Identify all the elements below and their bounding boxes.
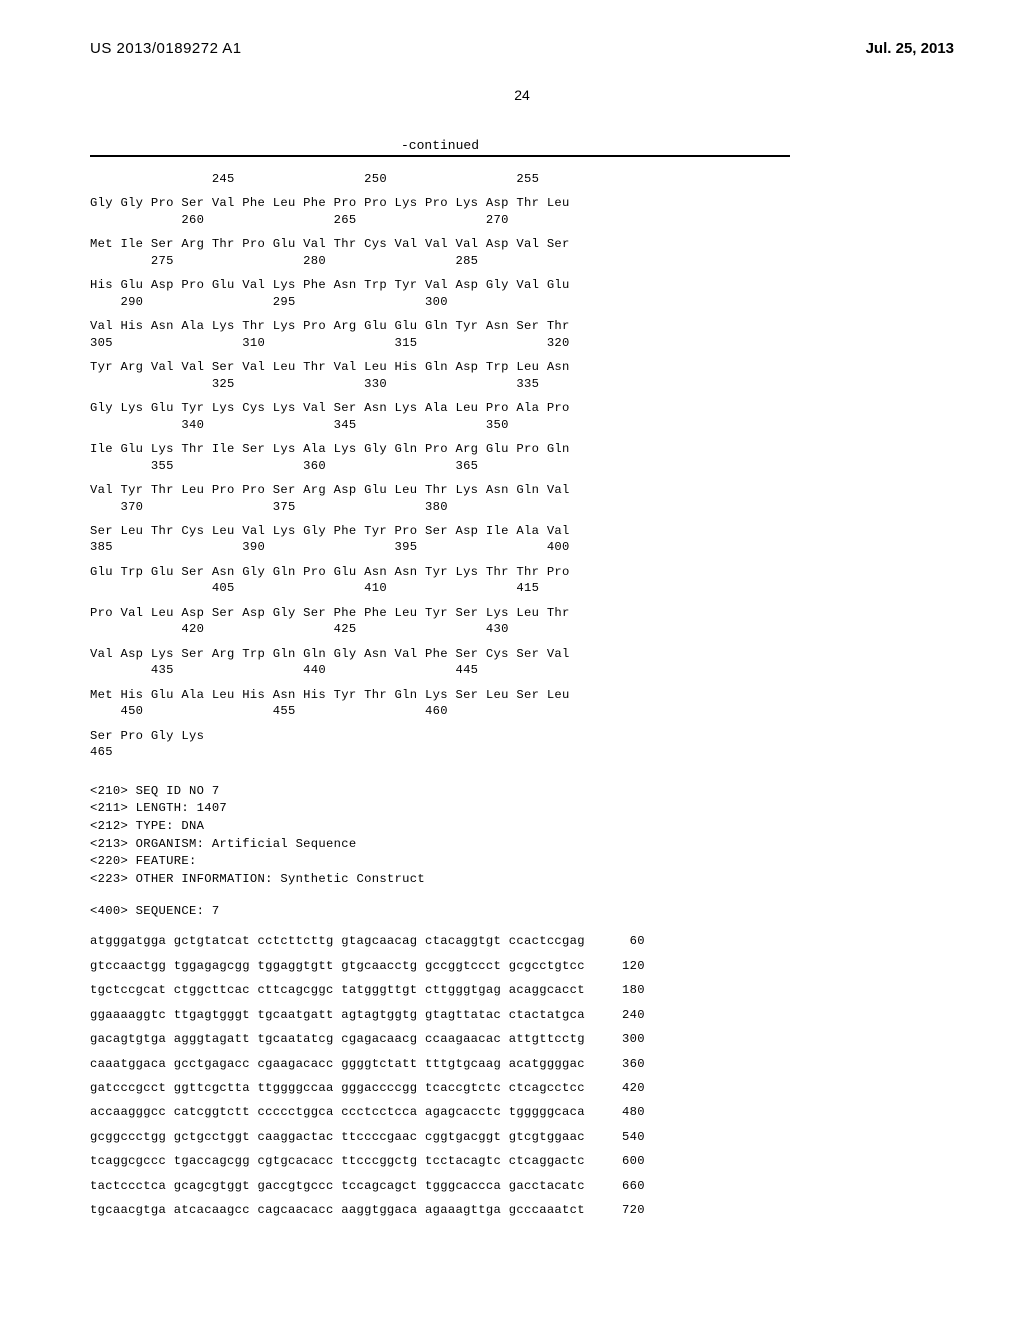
dna-row: caaatggaca gcctgagacc cgaagacacc ggggtct…: [90, 1056, 954, 1072]
dna-sequence-text: accaagggcc catcggtctt ccccctggca ccctcct…: [90, 1104, 585, 1120]
dna-row: gcggccctgg gctgcctggt caaggactac ttccccg…: [90, 1129, 954, 1145]
dna-row: tgcaacgtga atcacaagcc cagcaacacc aaggtgg…: [90, 1202, 954, 1218]
dna-sequence-text: tactccctca gcagcgtggt gaccgtgccc tccagca…: [90, 1178, 585, 1194]
protein-row: Gly Gly Pro Ser Val Phe Leu Phe Pro Pro …: [90, 195, 954, 211]
dna-row: gtccaactgg tggagagcgg tggaggtgtt gtgcaac…: [90, 958, 954, 974]
protein-row: Ser Leu Thr Cys Leu Val Lys Gly Phe Tyr …: [90, 523, 954, 539]
publication-number: US 2013/0189272 A1: [90, 40, 242, 57]
dna-row: tcaggcgccc tgaccagcgg cgtgcacacc ttcccgg…: [90, 1153, 954, 1169]
protein-row: Met His Glu Ala Leu His Asn His Tyr Thr …: [90, 687, 954, 703]
protein-row: Met Ile Ser Arg Thr Pro Glu Val Thr Cys …: [90, 236, 954, 252]
dna-position-number: 540: [585, 1129, 645, 1145]
protein-position-row: 260 265 270: [90, 212, 954, 228]
protein-position-row: 420 425 430: [90, 621, 954, 637]
dna-sequence-text: gatcccgcct ggttcgctta ttggggccaa gggaccc…: [90, 1080, 585, 1096]
dna-sequence-text: caaatggaca gcctgagacc cgaagacacc ggggtct…: [90, 1056, 585, 1072]
dna-sequence-text: tgcaacgtga atcacaagcc cagcaacacc aaggtgg…: [90, 1202, 585, 1218]
protein-position-row: 435 440 445: [90, 662, 954, 678]
dna-position-number: 720: [585, 1202, 645, 1218]
protein-position-row: 385 390 395 400: [90, 539, 954, 555]
dna-sequence-text: ggaaaaggtc ttgagtgggt tgcaatgatt agtagtg…: [90, 1007, 585, 1023]
sequence-metadata: <210> SEQ ID NO 7 <211> LENGTH: 1407 <21…: [90, 783, 954, 889]
dna-position-number: 60: [585, 933, 645, 949]
dna-row: gacagtgtga agggtagatt tgcaatatcg cgagaca…: [90, 1031, 954, 1047]
dna-position-number: 120: [585, 958, 645, 974]
dna-sequence-text: tcaggcgccc tgaccagcgg cgtgcacacc ttcccgg…: [90, 1153, 585, 1169]
dna-sequence-text: gacagtgtga agggtagatt tgcaatatcg cgagaca…: [90, 1031, 585, 1047]
dna-row: tgctccgcat ctggcttcac cttcagcggc tatgggt…: [90, 982, 954, 998]
dna-position-number: 300: [585, 1031, 645, 1047]
protein-row: Val Tyr Thr Leu Pro Pro Ser Arg Asp Glu …: [90, 482, 954, 498]
protein-position-row: 340 345 350: [90, 417, 954, 433]
dna-row: accaagggcc catcggtctt ccccctggca ccctcct…: [90, 1104, 954, 1120]
dna-sequence-text: gcggccctgg gctgcctggt caaggactac ttccccg…: [90, 1129, 585, 1145]
protein-row: His Glu Asp Pro Glu Val Lys Phe Asn Trp …: [90, 277, 954, 293]
sequence-label: <400> SEQUENCE: 7: [90, 903, 954, 919]
horizontal-rule: [90, 155, 790, 157]
protein-position-row: 305 310 315 320: [90, 335, 954, 351]
protein-position-row: 325 330 335: [90, 376, 954, 392]
page: US 2013/0189272 A1 Jul. 25, 2013 24 -con…: [0, 0, 1024, 1320]
protein-position-row: 450 455 460: [90, 703, 954, 719]
protein-position-row: 245 250 255: [90, 171, 954, 187]
page-number: 24: [90, 87, 954, 103]
protein-row: Pro Val Leu Asp Ser Asp Gly Ser Phe Phe …: [90, 605, 954, 621]
protein-row: Glu Trp Glu Ser Asn Gly Gln Pro Glu Asn …: [90, 564, 954, 580]
protein-position-row: 290 295 300: [90, 294, 954, 310]
dna-position-number: 420: [585, 1080, 645, 1096]
protein-position-row: 405 410 415: [90, 580, 954, 596]
protein-row: Val His Asn Ala Lys Thr Lys Pro Arg Glu …: [90, 318, 954, 334]
protein-row: Gly Lys Glu Tyr Lys Cys Lys Val Ser Asn …: [90, 400, 954, 416]
dna-sequence-text: atgggatgga gctgtatcat cctcttcttg gtagcaa…: [90, 933, 585, 949]
protein-row: Val Asp Lys Ser Arg Trp Gln Gln Gly Asn …: [90, 646, 954, 662]
dna-position-number: 600: [585, 1153, 645, 1169]
protein-row: Ile Glu Lys Thr Ile Ser Lys Ala Lys Gly …: [90, 441, 954, 457]
dna-position-number: 660: [585, 1178, 645, 1194]
publication-date: Jul. 25, 2013: [866, 40, 954, 57]
protein-position-row: 370 375 380: [90, 499, 954, 515]
dna-sequence-text: gtccaactgg tggagagcgg tggaggtgtt gtgcaac…: [90, 958, 585, 974]
protein-position-row: 465: [90, 744, 954, 760]
dna-sequence-text: tgctccgcat ctggcttcac cttcagcggc tatgggt…: [90, 982, 585, 998]
dna-position-number: 360: [585, 1056, 645, 1072]
protein-row: Ser Pro Gly Lys: [90, 728, 954, 744]
protein-row: Tyr Arg Val Val Ser Val Leu Thr Val Leu …: [90, 359, 954, 375]
dna-position-number: 480: [585, 1104, 645, 1120]
dna-sequence: atgggatgga gctgtatcat cctcttcttg gtagcaa…: [90, 933, 954, 1227]
dna-position-number: 180: [585, 982, 645, 998]
dna-row: tactccctca gcagcgtggt gaccgtgccc tccagca…: [90, 1178, 954, 1194]
continued-label: -continued: [90, 138, 790, 153]
page-header: US 2013/0189272 A1 Jul. 25, 2013: [90, 40, 954, 57]
protein-position-row: 355 360 365: [90, 458, 954, 474]
dna-row: atgggatgga gctgtatcat cctcttcttg gtagcaa…: [90, 933, 954, 949]
protein-sequence: Gly Gly Pro Ser Val Phe Leu Phe Pro Pro …: [90, 195, 954, 768]
protein-position-row: 275 280 285: [90, 253, 954, 269]
dna-row: gatcccgcct ggttcgctta ttggggccaa gggaccc…: [90, 1080, 954, 1096]
dna-row: ggaaaaggtc ttgagtgggt tgcaatgatt agtagtg…: [90, 1007, 954, 1023]
dna-position-number: 240: [585, 1007, 645, 1023]
